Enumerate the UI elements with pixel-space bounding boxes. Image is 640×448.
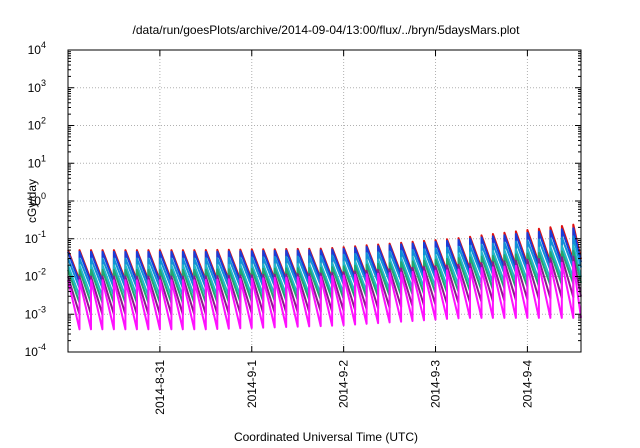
x-tick-label: 2014-9-2 [337,360,351,408]
y-tick-label: 10-3 [25,304,46,321]
series-layer [67,223,582,331]
series-line-2 [67,227,582,284]
x-axis-label: Coordinated Universal Time (UTC) [234,430,418,444]
x-axis: 2014-8-31 2014-9-1 2014-9-2 2014-9-3 2014-9-… [153,50,534,415]
series-line-6 [67,255,582,316]
x-tick-label: 2014-9-1 [245,360,259,408]
y-tick-label: 100 [28,191,46,208]
x-tick-label: 2014-9-4 [520,360,534,408]
y-tick-label: 102 [28,116,46,133]
x-tick-label: 2014-8-31 [153,360,167,415]
y-tick-label: 103 [28,78,46,95]
y-axis-label: cGy/day [25,179,39,223]
y-tick-label: 10-2 [25,267,46,284]
series-line-3 [67,235,582,289]
y-tick-label: 10-4 [25,342,46,359]
y-axis: 10-4 10-3 10-2 10-1 100 101 102 103 104 [25,40,581,359]
series-line-7 [67,261,582,331]
y-tick-label: 101 [28,153,46,170]
grid [68,50,581,352]
y-tick-label: 104 [28,40,46,57]
series-line-4 [67,244,582,298]
y-tick-label: 10-1 [25,229,46,246]
x-tick-label: 2014-9-3 [429,360,443,408]
chart-title: /data/run/goesPlots/archive/2014-09-04/1… [133,23,521,37]
series-line-5 [67,249,582,304]
